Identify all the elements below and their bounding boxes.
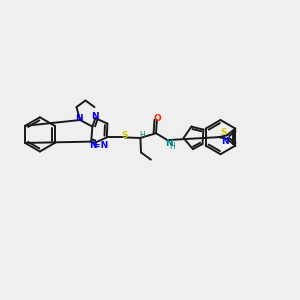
Text: N: N — [165, 139, 173, 148]
Text: H: H — [139, 130, 145, 140]
Text: S: S — [121, 130, 128, 140]
Text: N: N — [221, 137, 229, 146]
Text: S: S — [220, 128, 227, 137]
Text: =N: =N — [93, 141, 108, 150]
Text: O: O — [153, 114, 161, 123]
Text: N: N — [92, 112, 99, 121]
Text: H: H — [169, 142, 175, 151]
Text: N: N — [75, 114, 83, 123]
Text: N: N — [89, 141, 97, 150]
